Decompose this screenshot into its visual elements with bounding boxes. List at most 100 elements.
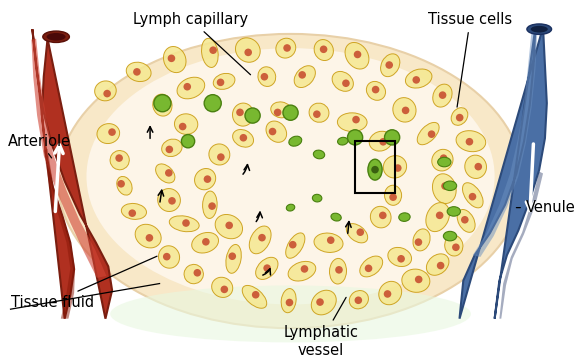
Circle shape — [204, 95, 221, 112]
Circle shape — [461, 216, 468, 224]
Ellipse shape — [314, 39, 333, 60]
Ellipse shape — [242, 285, 266, 308]
Ellipse shape — [309, 103, 329, 122]
Ellipse shape — [443, 231, 457, 241]
Ellipse shape — [445, 235, 463, 256]
Circle shape — [384, 290, 392, 298]
Text: Arteriole: Arteriole — [8, 134, 71, 158]
Ellipse shape — [313, 150, 325, 159]
Ellipse shape — [169, 216, 199, 232]
Circle shape — [452, 244, 460, 251]
Ellipse shape — [255, 257, 278, 279]
Circle shape — [397, 255, 405, 262]
Circle shape — [194, 269, 201, 277]
Ellipse shape — [388, 247, 411, 266]
Circle shape — [154, 95, 171, 112]
Ellipse shape — [192, 232, 218, 253]
Ellipse shape — [97, 123, 120, 144]
Circle shape — [465, 138, 473, 146]
Ellipse shape — [465, 155, 487, 178]
Ellipse shape — [135, 224, 161, 248]
Circle shape — [316, 298, 324, 306]
Ellipse shape — [258, 67, 276, 87]
Ellipse shape — [443, 181, 457, 190]
Circle shape — [129, 209, 136, 217]
Circle shape — [371, 166, 379, 173]
Circle shape — [202, 238, 210, 245]
Circle shape — [394, 164, 402, 172]
Circle shape — [342, 79, 350, 87]
Circle shape — [440, 154, 447, 162]
Ellipse shape — [226, 244, 241, 273]
Circle shape — [182, 219, 190, 227]
Ellipse shape — [126, 62, 151, 81]
Polygon shape — [460, 27, 547, 319]
Circle shape — [402, 106, 409, 114]
Circle shape — [379, 211, 387, 219]
Circle shape — [208, 202, 216, 210]
Ellipse shape — [281, 289, 296, 313]
Circle shape — [372, 86, 379, 93]
Ellipse shape — [288, 261, 316, 281]
Ellipse shape — [413, 229, 430, 251]
Ellipse shape — [266, 121, 286, 142]
Circle shape — [441, 182, 449, 190]
Ellipse shape — [527, 24, 552, 34]
Ellipse shape — [232, 130, 254, 147]
Circle shape — [356, 228, 364, 236]
Ellipse shape — [399, 213, 410, 222]
Circle shape — [165, 169, 173, 177]
Circle shape — [146, 234, 153, 242]
Circle shape — [313, 110, 321, 118]
Circle shape — [244, 49, 252, 56]
Circle shape — [335, 266, 343, 274]
Text: Tissue cells: Tissue cells — [428, 12, 512, 107]
Polygon shape — [32, 39, 106, 278]
Ellipse shape — [158, 189, 180, 211]
Ellipse shape — [215, 214, 242, 239]
Circle shape — [320, 46, 328, 53]
Circle shape — [239, 134, 247, 142]
Circle shape — [258, 234, 266, 241]
Circle shape — [301, 265, 308, 273]
Ellipse shape — [174, 114, 198, 134]
Ellipse shape — [235, 38, 260, 62]
Ellipse shape — [110, 286, 471, 342]
Ellipse shape — [426, 203, 450, 232]
Ellipse shape — [406, 69, 432, 88]
Polygon shape — [32, 29, 112, 319]
Ellipse shape — [46, 33, 66, 41]
Ellipse shape — [213, 73, 235, 89]
Ellipse shape — [86, 48, 495, 304]
Circle shape — [158, 103, 166, 110]
Circle shape — [264, 264, 271, 272]
Circle shape — [274, 109, 281, 116]
Text: Tissue fluid: Tissue fluid — [11, 256, 157, 310]
Ellipse shape — [338, 137, 348, 145]
Circle shape — [210, 46, 217, 54]
Ellipse shape — [289, 136, 302, 146]
Circle shape — [289, 241, 296, 248]
Ellipse shape — [346, 224, 367, 243]
Circle shape — [348, 130, 363, 145]
Ellipse shape — [294, 66, 315, 88]
Circle shape — [261, 73, 268, 81]
Ellipse shape — [153, 94, 172, 116]
Ellipse shape — [209, 144, 230, 165]
Circle shape — [389, 193, 397, 201]
Circle shape — [117, 180, 125, 188]
Ellipse shape — [370, 206, 391, 228]
Ellipse shape — [43, 31, 69, 42]
Circle shape — [245, 108, 260, 123]
Circle shape — [283, 105, 298, 120]
Ellipse shape — [286, 204, 295, 211]
Ellipse shape — [402, 269, 430, 292]
Circle shape — [168, 197, 176, 205]
Circle shape — [217, 153, 225, 161]
Circle shape — [298, 71, 306, 79]
Circle shape — [415, 275, 423, 283]
Ellipse shape — [463, 183, 483, 208]
Ellipse shape — [203, 191, 217, 219]
Ellipse shape — [232, 103, 254, 126]
Ellipse shape — [531, 26, 548, 33]
